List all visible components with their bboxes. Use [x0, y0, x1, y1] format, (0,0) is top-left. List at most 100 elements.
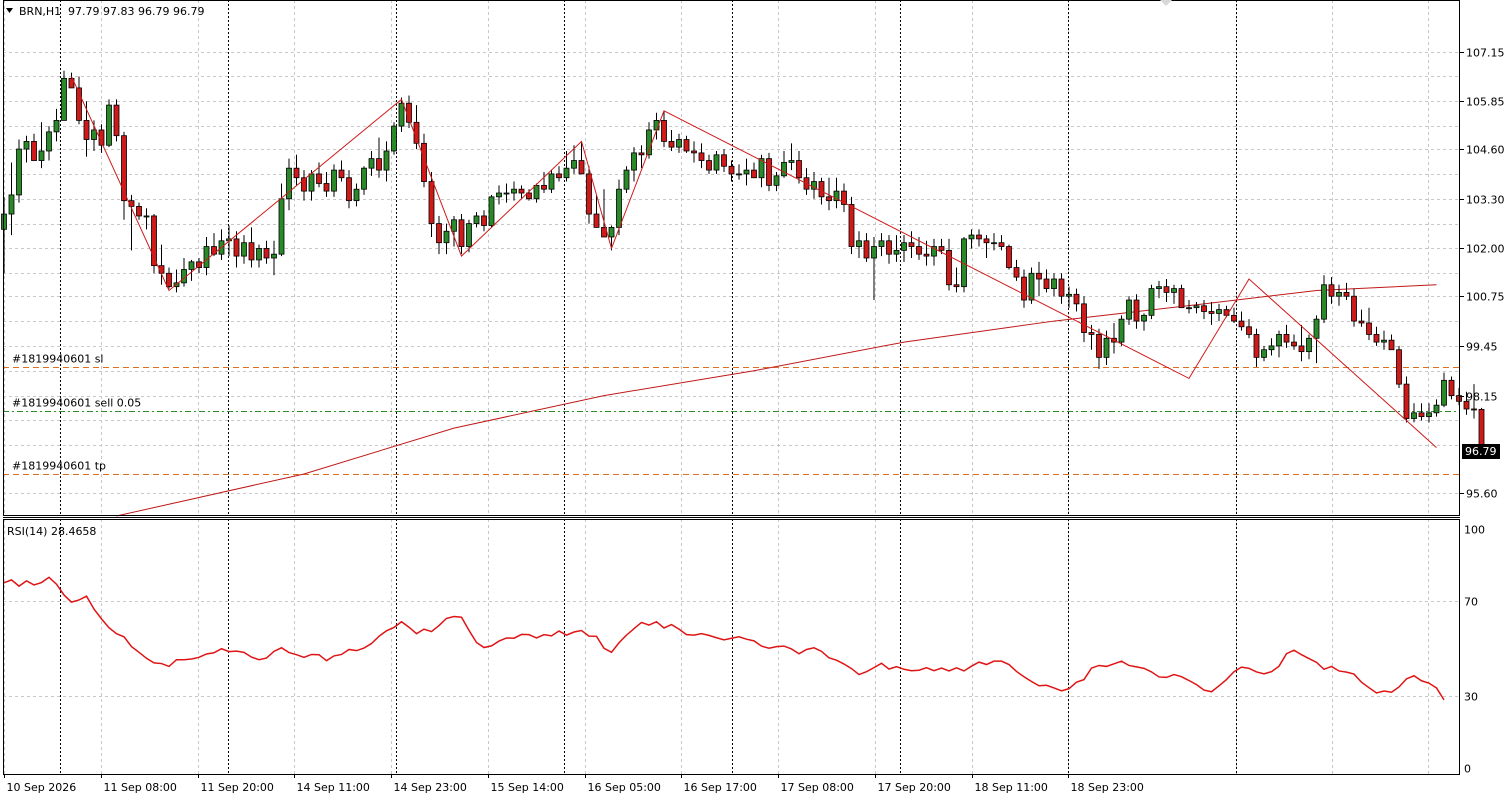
bear-candle[interactable] — [113, 99, 120, 142]
bear-candle[interactable] — [136, 202, 142, 220]
bear-candle[interactable] — [953, 267, 960, 293]
bear-candle[interactable] — [1373, 326, 1380, 346]
bear-candle[interactable] — [76, 76, 82, 125]
bear-candle[interactable] — [586, 166, 592, 224]
bull-candle[interactable] — [391, 122, 397, 155]
bull-candle[interactable] — [533, 183, 540, 203]
bear-candle[interactable] — [1058, 273, 1065, 304]
bear-candle[interactable] — [1073, 288, 1080, 312]
bull-candle[interactable] — [361, 166, 367, 195]
bear-candle[interactable] — [1208, 301, 1215, 325]
bear-candle[interactable] — [1096, 328, 1102, 369]
bear-candle[interactable] — [1358, 309, 1365, 327]
bear-candle[interactable] — [1036, 261, 1042, 297]
bull-candle[interactable] — [931, 238, 937, 266]
bull-candle[interactable] — [1148, 284, 1155, 320]
bear-candle[interactable] — [1366, 307, 1372, 341]
bull-candle[interactable] — [46, 126, 52, 161]
bull-candle[interactable] — [331, 164, 337, 197]
bear-candle[interactable] — [1291, 334, 1297, 350]
bull-candle[interactable] — [278, 183, 285, 257]
bear-candle[interactable] — [376, 137, 382, 178]
bull-candle[interactable] — [143, 208, 150, 230]
bull-candle[interactable] — [736, 164, 742, 180]
bull-candle[interactable] — [856, 231, 862, 258]
bull-candle[interactable] — [833, 177, 840, 209]
bear-candle[interactable] — [541, 172, 547, 194]
bull-candle[interactable] — [676, 133, 682, 153]
bear-candle[interactable] — [1238, 311, 1245, 331]
candles-layer[interactable] — [1, 70, 1485, 448]
bear-candle[interactable] — [1471, 384, 1477, 419]
bull-candle[interactable] — [1276, 330, 1282, 358]
bear-candle[interactable] — [1231, 307, 1237, 323]
bull-candle[interactable] — [496, 185, 502, 205]
bull-candle[interactable] — [968, 229, 975, 249]
bull-candle[interactable] — [1066, 286, 1072, 308]
bull-candle[interactable] — [781, 150, 787, 178]
bull-candle[interactable] — [511, 181, 517, 201]
bear-candle[interactable] — [1081, 296, 1087, 343]
bull-candle[interactable] — [811, 172, 817, 199]
bull-candle[interactable] — [271, 240, 277, 276]
bull-candle[interactable] — [893, 235, 900, 262]
bear-candle[interactable] — [338, 160, 345, 182]
bull-candle[interactable] — [503, 183, 510, 203]
bear-candle[interactable] — [31, 133, 37, 161]
bull-candle[interactable] — [473, 212, 480, 228]
bear-candle[interactable] — [1396, 345, 1402, 388]
bear-candle[interactable] — [826, 177, 832, 211]
bull-candle[interactable] — [106, 99, 112, 148]
bear-candle[interactable] — [601, 189, 607, 238]
bear-candle[interactable] — [1253, 328, 1260, 367]
bear-candle[interactable] — [421, 133, 427, 188]
bull-candle[interactable] — [368, 150, 375, 176]
bull-candle[interactable] — [1186, 300, 1192, 314]
bear-candle[interactable] — [796, 150, 802, 184]
bear-candle[interactable] — [721, 149, 727, 172]
bull-candle[interactable] — [1216, 303, 1222, 322]
bull-candle[interactable] — [173, 269, 180, 293]
bull-candle[interactable] — [16, 139, 22, 203]
bull-candle[interactable] — [1426, 403, 1432, 423]
bear-candle[interactable] — [1043, 269, 1050, 293]
bull-candle[interactable] — [773, 172, 780, 192]
bull-candle[interactable] — [1336, 284, 1342, 306]
bear-candle[interactable] — [803, 168, 810, 195]
bear-candle[interactable] — [983, 235, 990, 258]
symbol-menu-triangle-icon[interactable] — [6, 8, 13, 13]
bear-candle[interactable] — [841, 183, 847, 213]
bull-candle[interactable] — [218, 229, 225, 260]
bull-candle[interactable] — [608, 225, 615, 251]
bear-candle[interactable] — [436, 215, 442, 255]
bear-candle[interactable] — [691, 141, 697, 163]
bear-candle[interactable] — [1006, 244, 1012, 270]
bear-candle[interactable] — [556, 166, 562, 182]
bear-candle[interactable] — [458, 214, 465, 255]
bear-candle[interactable] — [1343, 282, 1350, 301]
bull-candle[interactable] — [256, 244, 262, 268]
bull-candle[interactable] — [631, 147, 637, 182]
bull-candle[interactable] — [1411, 403, 1417, 423]
bull-candle[interactable] — [1306, 334, 1312, 360]
bear-candle[interactable] — [233, 231, 240, 268]
bull-candle[interactable] — [23, 135, 30, 163]
bear-candle[interactable] — [766, 152, 772, 192]
bull-candle[interactable] — [1171, 284, 1177, 304]
bull-candle[interactable] — [451, 215, 457, 247]
bear-candle[interactable] — [1111, 322, 1117, 354]
bull-candle[interactable] — [1141, 313, 1147, 331]
bear-candle[interactable] — [976, 229, 982, 247]
bear-candle[interactable] — [1201, 300, 1207, 320]
bear-candle[interactable] — [1448, 376, 1455, 400]
bear-candle[interactable] — [166, 267, 172, 289]
bear-candle[interactable] — [1298, 324, 1305, 362]
bear-candle[interactable] — [1478, 407, 1485, 448]
bull-candle[interactable] — [53, 108, 60, 142]
bear-candle[interactable] — [1403, 376, 1410, 423]
bear-candle[interactable] — [1163, 279, 1170, 302]
bear-candle[interactable] — [1246, 319, 1252, 339]
bear-candle[interactable] — [751, 162, 757, 179]
bull-candle[interactable] — [181, 258, 187, 287]
bear-candle[interactable] — [908, 231, 915, 258]
